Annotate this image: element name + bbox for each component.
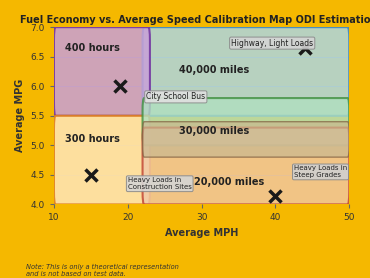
FancyBboxPatch shape: [142, 128, 349, 204]
Text: 400 hours: 400 hours: [65, 43, 120, 53]
FancyBboxPatch shape: [142, 98, 349, 145]
Text: 40,000 miles: 40,000 miles: [179, 65, 250, 75]
FancyBboxPatch shape: [142, 122, 349, 157]
Text: 30,000 miles: 30,000 miles: [179, 126, 250, 136]
Text: Heavy Loads in
Steep Grades: Heavy Loads in Steep Grades: [294, 165, 347, 178]
Text: City School Bus: City School Bus: [146, 92, 205, 101]
FancyBboxPatch shape: [142, 27, 349, 116]
Text: Heavy Loads in
Construction Sites: Heavy Loads in Construction Sites: [128, 177, 192, 190]
Text: Note: This is only a theoretical representation
and is not based on test data.: Note: This is only a theoretical represe…: [26, 264, 179, 277]
Y-axis label: Average MPG: Average MPG: [15, 79, 25, 152]
Text: Highway, Light Loads: Highway, Light Loads: [231, 39, 313, 48]
FancyBboxPatch shape: [54, 27, 150, 116]
Title: Fuel Economy vs. Average Speed Calibration Map ODI Estimations: Fuel Economy vs. Average Speed Calibrati…: [20, 15, 370, 25]
Text: 300 hours: 300 hours: [65, 134, 120, 144]
Text: 20,000 miles: 20,000 miles: [194, 177, 265, 187]
FancyBboxPatch shape: [54, 116, 150, 204]
X-axis label: Average MPH: Average MPH: [165, 228, 238, 238]
